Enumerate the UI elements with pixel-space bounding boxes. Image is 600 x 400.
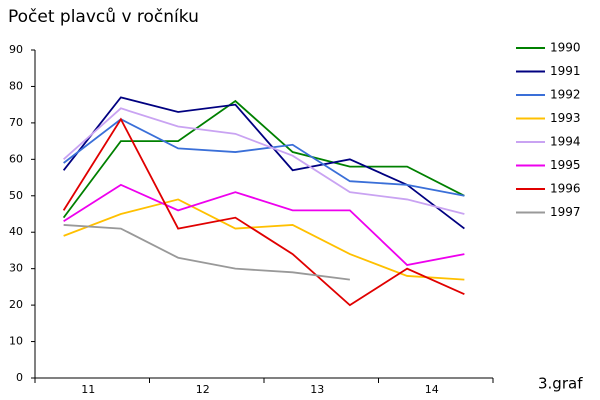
y-tick-label: 50 (9, 189, 23, 202)
series-line (63, 224, 350, 281)
y-tick-label: 90 (9, 43, 23, 56)
x-tick-label: 11 (81, 383, 95, 396)
series-line (63, 183, 465, 266)
series-line (63, 198, 465, 281)
series-line (63, 107, 465, 215)
series-line (62, 117, 465, 307)
legend-label: 1994 (550, 135, 581, 149)
y-tick-label: 30 (9, 262, 23, 275)
legend-label: 1996 (550, 182, 581, 196)
y-tick-label: 80 (9, 79, 23, 92)
y-tick-label: 20 (9, 298, 23, 311)
y-tick-label: 70 (9, 116, 23, 129)
series-line (62, 96, 465, 230)
y-tick-label: 40 (9, 225, 23, 238)
x-tick-label: 14 (425, 383, 439, 396)
legend-label: 1995 (550, 158, 581, 172)
x-tick-label: 12 (196, 383, 210, 396)
legend-label: 1992 (550, 88, 581, 102)
series-line (63, 118, 465, 197)
annotation: 3.graf (538, 375, 583, 393)
y-tick-label: 60 (9, 152, 23, 165)
legend-label: 1991 (550, 64, 581, 78)
series-line (62, 99, 465, 219)
legend-label: 1990 (550, 41, 581, 55)
chart-title: Počet plavců v ročníku (8, 7, 199, 27)
y-tick-label: 0 (16, 371, 23, 384)
legend-label: 1997 (550, 205, 581, 219)
legend-label: 1993 (550, 111, 581, 125)
y-tick-label: 10 (9, 335, 23, 348)
x-tick-label: 13 (310, 383, 324, 396)
